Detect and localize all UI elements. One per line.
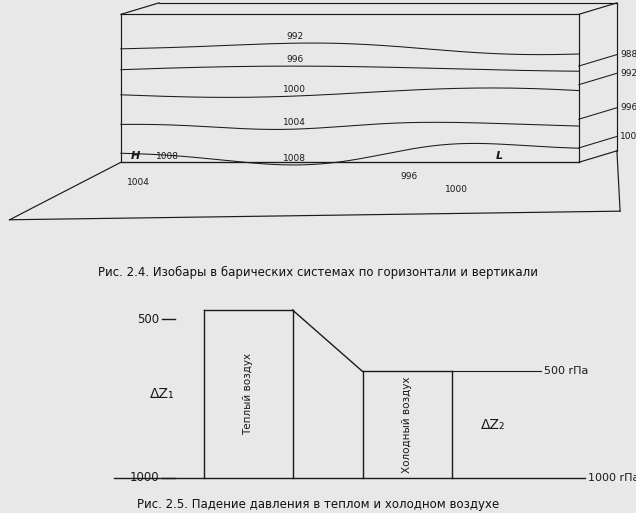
Text: L: L bbox=[496, 151, 503, 161]
Text: 500: 500 bbox=[137, 313, 159, 326]
Text: 996: 996 bbox=[401, 172, 418, 182]
Text: 996: 996 bbox=[286, 55, 303, 64]
Text: 1008: 1008 bbox=[156, 152, 179, 161]
Text: 1004: 1004 bbox=[284, 118, 307, 127]
Text: 1000: 1000 bbox=[445, 185, 468, 194]
Text: 992: 992 bbox=[620, 69, 636, 78]
Text: Холодный воздух: Холодный воздух bbox=[402, 376, 412, 473]
Text: 1000: 1000 bbox=[284, 85, 307, 94]
Text: 996: 996 bbox=[620, 103, 636, 112]
Text: 1000: 1000 bbox=[620, 132, 636, 141]
Text: ΔZ₂: ΔZ₂ bbox=[481, 418, 505, 431]
Text: 988: 988 bbox=[620, 50, 636, 59]
Text: 992: 992 bbox=[286, 32, 303, 41]
Text: H: H bbox=[130, 151, 140, 161]
Text: 500 rПа: 500 rПа bbox=[544, 366, 588, 377]
Text: Теплый воздух: Теплый воздух bbox=[243, 353, 253, 435]
Text: 1000 rПа: 1000 rПа bbox=[588, 472, 636, 483]
Text: 1008: 1008 bbox=[284, 154, 307, 163]
Text: 1000: 1000 bbox=[129, 471, 159, 484]
Text: 1004: 1004 bbox=[127, 178, 150, 187]
Text: Рис. 2.5. Падение давления в теплом и холодном воздухе: Рис. 2.5. Падение давления в теплом и хо… bbox=[137, 498, 499, 511]
Text: ΔZ₁: ΔZ₁ bbox=[150, 387, 174, 401]
Text: Рис. 2.4. Изобары в барических системах по горизонтали и вертикали: Рис. 2.4. Изобары в барических системах … bbox=[98, 266, 538, 280]
